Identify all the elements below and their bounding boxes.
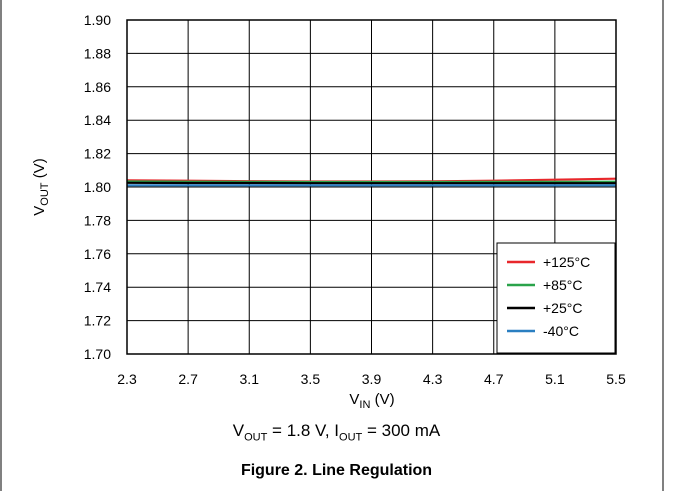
- legend-label: +85°C: [543, 277, 582, 293]
- caption-iout-symbol: I: [334, 421, 340, 440]
- y-tick-label: 1.78: [84, 212, 111, 228]
- x-tick-label: 3.9: [362, 371, 382, 387]
- x-tick-label: 5.5: [606, 371, 626, 387]
- y-tick-label: 1.74: [84, 279, 111, 295]
- caption-vout-subscript: OUT: [244, 431, 268, 444]
- y-axis-label-unit: (V): [31, 158, 48, 182]
- y-axis-label-symbol: V: [31, 206, 48, 216]
- x-tick-label: 5.1: [545, 371, 565, 387]
- y-tick-label: 1.86: [84, 79, 111, 95]
- test-conditions-caption: VOUT = 1.8 V, IOUT = 300 mA: [0, 421, 673, 443]
- x-axis-label-symbol: V: [349, 391, 359, 408]
- y-tick-label: 1.88: [84, 45, 111, 61]
- y-axis-label-subscript: OUT: [39, 182, 51, 206]
- x-axis-label-unit: (V): [370, 391, 394, 408]
- x-axis-label-subscript: IN: [359, 399, 370, 411]
- legend-label: +25°C: [543, 300, 582, 316]
- y-tick-labels: 1.70 1.72 1.74 1.76 1.78 1.80 1.82 1.84 1.86 1.88…: [84, 12, 111, 362]
- y-tick-label: 1.76: [84, 246, 111, 262]
- caption-iout-value: = 300 mA: [362, 421, 441, 440]
- legend: +125°C +85°C +25°C -40°C: [496, 242, 616, 354]
- y-tick-label: 1.82: [84, 146, 111, 162]
- figure-title: Figure 2. Line Regulation: [240, 462, 433, 479]
- caption-vout-value: = 1.8 V,: [267, 421, 335, 440]
- y-tick-label: 1.72: [84, 313, 111, 329]
- x-tick-label: 3.5: [301, 371, 321, 387]
- data-series: [126, 177, 617, 187]
- x-axis-label: VIN (V): [349, 391, 394, 411]
- plot-area-border: [126, 19, 617, 355]
- y-tick-label: 1.84: [84, 112, 111, 128]
- caption-vout-symbol: V: [232, 421, 245, 440]
- y-tick-label: 1.90: [84, 12, 111, 28]
- x-tick-label: 2.7: [178, 371, 198, 387]
- x-tick-label: 3.1: [240, 371, 260, 387]
- legend-label: -40°C: [543, 323, 579, 339]
- y-axis-label: VOUT (V): [31, 158, 51, 215]
- y-tick-label: 1.80: [84, 179, 111, 195]
- series-line: [126, 180, 617, 184]
- y-tick-label: 1.70: [84, 346, 111, 362]
- x-tick-label: 2.3: [117, 371, 137, 387]
- x-tick-labels: 2.3 2.7 3.1 3.5 3.9 4.3 4.7 5.1 5.5: [117, 371, 626, 387]
- legend-label: +125°C: [543, 254, 590, 270]
- x-tick-label: 4.7: [484, 371, 504, 387]
- caption-iout-subscript: OUT: [339, 431, 363, 444]
- x-tick-label: 4.3: [423, 371, 443, 387]
